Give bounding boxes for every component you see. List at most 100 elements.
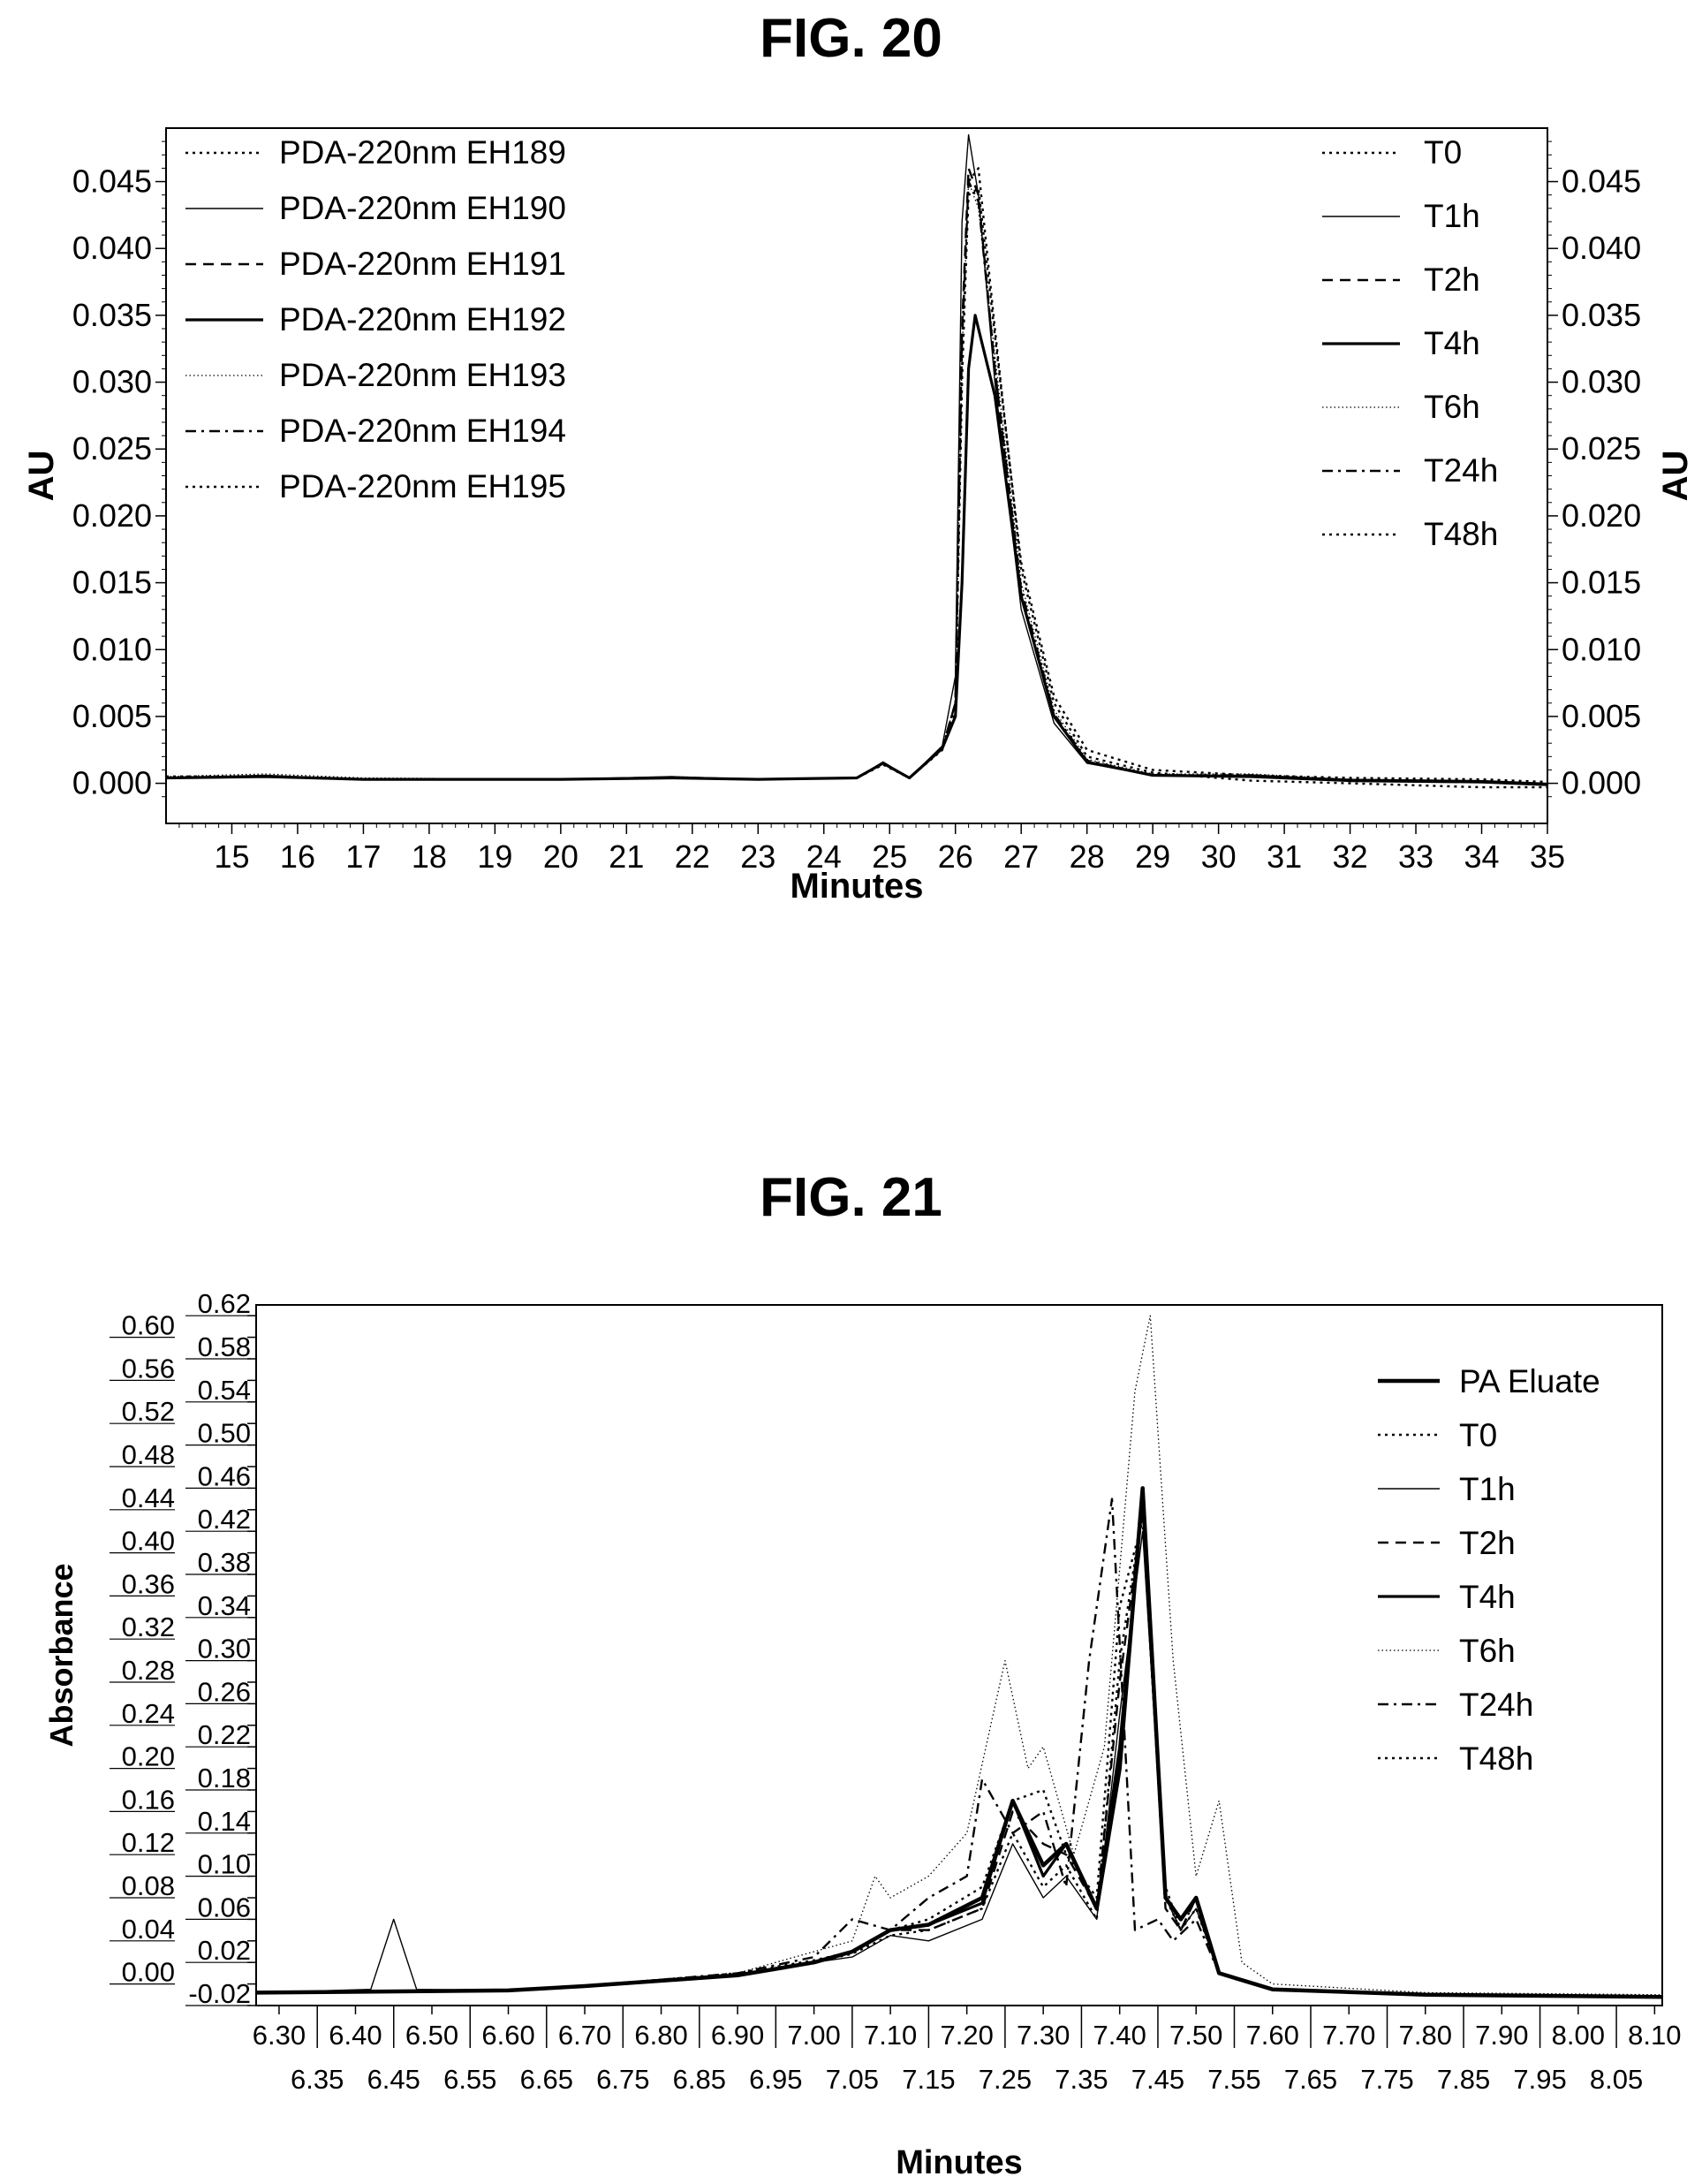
fig21-y-tick-label: 0.34 xyxy=(198,1590,251,1621)
figure-20-title: FIG. 20 xyxy=(760,8,942,69)
fig20-y-tick-label: 0.025 xyxy=(72,430,152,466)
fig20-x-tick-label: 29 xyxy=(1135,838,1170,875)
fig21-y-tick-label: 0.40 xyxy=(122,1526,175,1557)
fig21-x-tick-label-lower: 6.85 xyxy=(673,2064,726,2095)
fig20-x-tick-label: 24 xyxy=(806,838,842,875)
fig21-x-tick-label-upper: 7.70 xyxy=(1322,2020,1375,2051)
fig20-x-tick-label: 23 xyxy=(740,838,775,875)
fig21-series-line-1 xyxy=(255,1486,1663,1999)
fig20-legend-right-label: T2h xyxy=(1424,262,1480,298)
figure-20-chart: 15 16 17 18 19 20 21 22 23 24 25 26 27 28 29 30 31 32 33 34… xyxy=(22,127,1695,906)
fig21-legend-label: T1h xyxy=(1459,1471,1516,1507)
fig20-y2-tick-label: 0.005 xyxy=(1562,698,1641,734)
fig20-x-tick-label: 18 xyxy=(412,838,447,875)
fig20-x-tick-label: 22 xyxy=(675,838,710,875)
fig20-y-tick-label: 0.005 xyxy=(72,698,152,734)
fig21-y-tick-label: 0.58 xyxy=(198,1331,251,1362)
fig20-legend-right-label: T4h xyxy=(1424,325,1480,361)
fig20-legend-right-label: T24h xyxy=(1424,452,1498,489)
fig20-y2-axis-title: AU xyxy=(1656,451,1695,502)
fig21-legend-label: T48h xyxy=(1459,1740,1533,1777)
fig21-y-tick-label: 0.16 xyxy=(122,1784,175,1815)
fig20-x-tick-label: 16 xyxy=(280,838,315,875)
fig21-legend-label: T0 xyxy=(1459,1417,1497,1453)
fig21-x-tick-label-upper: 6.50 xyxy=(405,2020,458,2051)
fig20-x-tick-label: 35 xyxy=(1530,838,1565,875)
fig21-x-tick-label-lower: 6.95 xyxy=(749,2064,802,2095)
fig21-x-tick-label-upper: 7.30 xyxy=(1017,2020,1070,2051)
fig20-x-tick-label: 26 xyxy=(938,838,973,875)
fig20-x-tick-label: 17 xyxy=(345,838,381,875)
fig20-y-tick-label: 0.020 xyxy=(72,497,152,534)
fig20-y2-tick-label: 0.020 xyxy=(1562,497,1641,534)
fig20-x-tick-label: 28 xyxy=(1070,838,1105,875)
fig21-y-tick-label: 0.18 xyxy=(198,1763,251,1793)
fig21-y-tick-label: 0.24 xyxy=(122,1698,175,1729)
fig20-x-tick-label: 32 xyxy=(1333,838,1368,875)
fig21-y-tick-label: 0.30 xyxy=(198,1634,251,1665)
fig21-y-tick-label: 0.48 xyxy=(122,1439,175,1470)
fig21-y-tick-label: 0.08 xyxy=(122,1870,175,1901)
fig21-series-line-7 xyxy=(255,1498,1663,1998)
fig21-legend-label: PA Eluate xyxy=(1459,1363,1600,1399)
fig21-y-tick-label: 0.54 xyxy=(198,1375,251,1406)
fig21-x-tick-label-lower: 6.55 xyxy=(443,2064,496,2095)
fig21-plot-frame xyxy=(255,1304,1663,2006)
fig21-x-tick-label-upper: 7.10 xyxy=(864,2020,917,2051)
fig21-y-tick-label: 0.06 xyxy=(198,1892,251,1922)
fig21-legend-label: T6h xyxy=(1459,1633,1516,1669)
fig20-y2-tick-label: 0.035 xyxy=(1562,297,1641,333)
fig21-y-tick-label: 0.04 xyxy=(122,1914,175,1945)
fig21-y-tick-label: 0.52 xyxy=(122,1396,175,1427)
fig21-x-tick-label-upper: 6.60 xyxy=(481,2020,534,2051)
fig21-x-tick-label-lower: 7.65 xyxy=(1284,2064,1337,2095)
fig20-y-tick-label: 0.000 xyxy=(72,765,152,801)
fig20-x-tick-label: 31 xyxy=(1267,838,1302,875)
fig21-x-axis-title: Minutes xyxy=(896,2144,1023,2181)
fig21-y-tick-label: 0.62 xyxy=(198,1288,251,1319)
fig20-x-tick-label: 15 xyxy=(214,838,249,875)
fig20-legend-left-label: PDA-220nm EH194 xyxy=(279,413,566,449)
fig20-y2-tick-label: 0.030 xyxy=(1562,364,1641,400)
fig21-x-tick-label-lower: 7.35 xyxy=(1055,2064,1108,2095)
fig20-y-tick-label: 0.035 xyxy=(72,297,152,333)
fig21-x-tick-label-lower: 8.05 xyxy=(1590,2064,1643,2095)
fig20-legend-left-label: PDA-220nm EH192 xyxy=(279,301,566,337)
fig20-x-axis-title: Minutes xyxy=(790,867,923,906)
fig20-legend-left-label: PDA-220nm EH193 xyxy=(279,357,566,393)
fig21-x-tick-label-upper: 7.90 xyxy=(1475,2020,1528,2051)
fig21-x-tick-label-lower: 7.95 xyxy=(1513,2064,1566,2095)
fig21-x-tick-label-upper: 6.40 xyxy=(329,2020,382,2051)
fig21-x-tick-label-upper: 7.80 xyxy=(1399,2020,1452,2051)
fig21-x-tick-label-lower: 7.25 xyxy=(979,2064,1032,2095)
fig21-y-tick-label: 0.44 xyxy=(122,1483,175,1513)
figure-21-chart: -0.02 0.00 0.02 0.04 0.06 0.08 0.10 0.12 0.14 0.1… xyxy=(43,1288,1682,2181)
fig21-y-axis-title: Absorbance xyxy=(43,1563,79,1747)
fig21-x-tick-label-upper: 6.90 xyxy=(711,2020,764,2051)
fig21-legend-label: T2h xyxy=(1459,1525,1516,1561)
fig21-series-line-8 xyxy=(255,1519,1663,1998)
fig21-x-tick-label-lower: 7.45 xyxy=(1131,2064,1184,2095)
fig20-y2-tick-label: 0.010 xyxy=(1562,631,1641,667)
fig21-y-tick-label: 0.50 xyxy=(198,1418,251,1449)
fig20-x-tick-label: 34 xyxy=(1464,838,1500,875)
fig21-series-line-2 xyxy=(255,1508,1663,1998)
fig20-x-tick-label: 19 xyxy=(477,838,512,875)
fig21-y-tick-label: 0.28 xyxy=(122,1655,175,1686)
fig21-y-tick-label: 0.26 xyxy=(198,1676,251,1707)
fig21-y-tick-label: 0.38 xyxy=(198,1547,251,1578)
fig20-y2-tick-label: 0.040 xyxy=(1562,230,1641,266)
fig20-y2-tick-label: 0.015 xyxy=(1562,565,1641,601)
fig21-x-tick-label-upper: 7.50 xyxy=(1169,2020,1222,2051)
fig20-y-tick-label: 0.040 xyxy=(72,230,152,266)
fig20-legend-right-label: T0 xyxy=(1424,134,1462,171)
fig21-legend-label: T4h xyxy=(1459,1579,1516,1615)
fig21-series-line-4 xyxy=(255,1508,1663,1998)
fig21-series-line-5 xyxy=(255,1497,1663,1998)
fig21-y-tick-label: 0.32 xyxy=(122,1611,175,1642)
fig21-x-tick-label-upper: 7.20 xyxy=(940,2020,993,2051)
fig21-x-tick-label-upper: 7.60 xyxy=(1246,2020,1299,2051)
fig21-x-tick-label-upper: 7.00 xyxy=(787,2020,840,2051)
fig21-y-tick-label: 0.00 xyxy=(122,1957,175,1988)
